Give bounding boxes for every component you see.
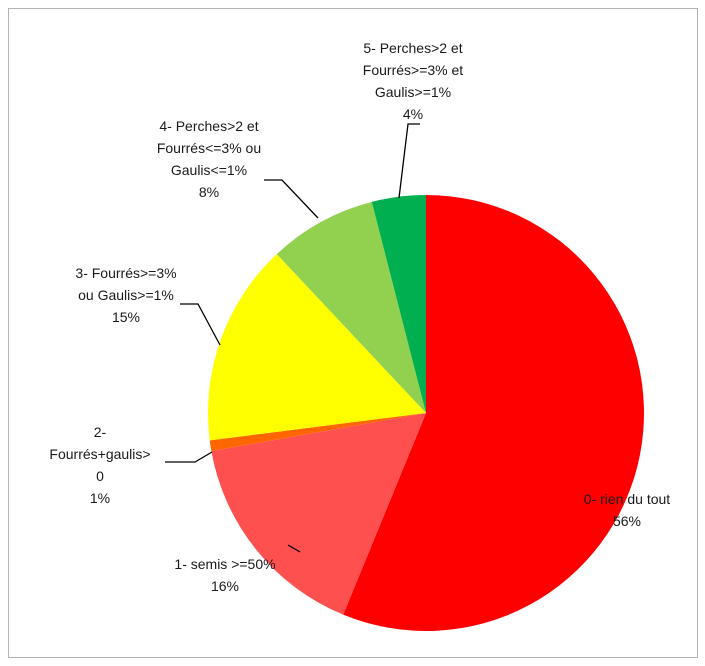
slice-label-line-5-2: Gaulis>=1% (375, 84, 451, 100)
slice-percent-2: 1% (90, 490, 110, 506)
slice-label-line-3-0: 3- Fourrés>=3% (75, 265, 176, 281)
slice-label-2: 2- Fourrés+gaulis> 0 1% (49, 424, 150, 506)
slice-label-line-5-0: 5- Perches>2 et (363, 40, 462, 56)
slice-label-1: 1- semis >=50% 16% (174, 556, 275, 594)
pie-slice-4 (276, 201, 426, 413)
slice-label-line-2-1: Fourrés+gaulis> (49, 446, 150, 462)
leader-line-1 (287, 544, 301, 553)
pie-slice-5 (371, 195, 426, 413)
slice-label-line-1-0: 1- semis >=50% (174, 556, 275, 572)
leader-line-4 (264, 179, 319, 219)
leader-lines (165, 123, 420, 553)
slice-label-line-4-0: 4- Perches>2 et (159, 118, 258, 134)
slice-label-5: 5- Perches>2 et Fourrés>=3% et Gaulis>=1% 4… (363, 40, 463, 122)
slice-percent-3: 15% (112, 309, 140, 325)
leader-line-5 (398, 123, 420, 199)
slice-label-line-2-2: 0 (96, 468, 104, 484)
slice-label-line-4-2: Gaulis<=1% (171, 162, 247, 178)
slice-label-line-5-1: Fourrés>=3% et (363, 62, 463, 78)
slice-label-3: 3- Fourrés>=3% ou Gaulis>=1% 15% (75, 265, 176, 325)
slice-percent-1: 16% (211, 578, 239, 594)
slice-label-line-4-1: Fourrés<=3% ou (157, 140, 261, 156)
pie-slice-2 (209, 413, 426, 452)
slice-percent-0: 56% (613, 513, 641, 529)
slice-percent-4: 8% (199, 184, 219, 200)
slice-label-0: 0- rien du tout 56% (584, 491, 670, 529)
slice-label-line-2-0: 2- (94, 424, 107, 440)
leader-line-3 (180, 303, 221, 346)
pie-slice-0 (343, 195, 645, 631)
slice-labels: 0- rien du tout 56% 1- semis >=50% 16% 2- Fou… (49, 40, 670, 594)
slice-percent-5: 4% (403, 106, 423, 122)
pie-slice-3 (208, 254, 426, 441)
slice-label-line-0-0: 0- rien du tout (584, 491, 670, 507)
pie-slice-1 (211, 413, 426, 615)
slice-label-line-3-1: ou Gaulis>=1% (78, 287, 174, 303)
pie-slices (208, 195, 645, 631)
leader-line-2 (165, 451, 213, 463)
slice-label-4: 4- Perches>2 et Fourrés<=3% ou Gaulis<=1% 8… (157, 118, 261, 200)
